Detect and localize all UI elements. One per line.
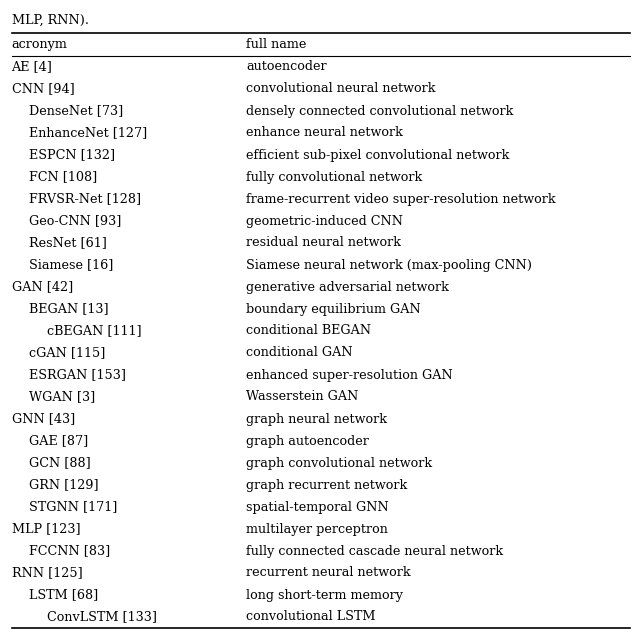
Text: generative adversarial network: generative adversarial network <box>246 281 449 293</box>
Text: autoencoder: autoencoder <box>246 60 327 73</box>
Text: fully connected cascade neural network: fully connected cascade neural network <box>246 544 504 557</box>
Text: graph recurrent network: graph recurrent network <box>246 478 408 492</box>
Text: CNN [94]: CNN [94] <box>12 83 74 96</box>
Text: cGAN [115]: cGAN [115] <box>29 347 106 360</box>
Text: ResNet [61]: ResNet [61] <box>29 236 108 250</box>
Text: boundary equilibrium GAN: boundary equilibrium GAN <box>246 302 421 315</box>
Text: graph convolutional network: graph convolutional network <box>246 456 433 469</box>
Text: graph neural network: graph neural network <box>246 413 387 426</box>
Text: LSTM [68]: LSTM [68] <box>29 589 99 602</box>
Text: spatial-temporal GNN: spatial-temporal GNN <box>246 501 389 514</box>
Text: ESPCN [132]: ESPCN [132] <box>29 148 116 162</box>
Text: full name: full name <box>246 38 307 51</box>
Text: Siamese [16]: Siamese [16] <box>29 259 114 272</box>
Text: enhance neural network: enhance neural network <box>246 126 403 139</box>
Text: geometric-induced CNN: geometric-induced CNN <box>246 214 403 227</box>
Text: convolutional LSTM: convolutional LSTM <box>246 611 376 623</box>
Text: EnhanceNet [127]: EnhanceNet [127] <box>29 126 148 139</box>
Text: GAE [87]: GAE [87] <box>29 435 89 447</box>
Text: STGNN [171]: STGNN [171] <box>29 501 118 514</box>
Text: conditional BEGAN: conditional BEGAN <box>246 324 372 338</box>
Text: enhanced super-resolution GAN: enhanced super-resolution GAN <box>246 369 453 381</box>
Text: MLP, RNN).: MLP, RNN). <box>12 14 88 27</box>
Text: GRN [129]: GRN [129] <box>29 478 99 492</box>
Text: recurrent neural network: recurrent neural network <box>246 566 411 580</box>
Text: cBEGAN [111]: cBEGAN [111] <box>47 324 142 338</box>
Text: convolutional neural network: convolutional neural network <box>246 83 436 96</box>
Text: Wasserstein GAN: Wasserstein GAN <box>246 390 359 404</box>
Text: GAN [42]: GAN [42] <box>12 281 73 293</box>
Text: efficient sub-pixel convolutional network: efficient sub-pixel convolutional networ… <box>246 148 510 162</box>
Text: multilayer perceptron: multilayer perceptron <box>246 523 388 535</box>
Text: ESRGAN [153]: ESRGAN [153] <box>29 369 127 381</box>
Text: residual neural network: residual neural network <box>246 236 401 250</box>
Text: WGAN [3]: WGAN [3] <box>29 390 96 404</box>
Text: AE [4]: AE [4] <box>12 60 52 73</box>
Text: fully convolutional network: fully convolutional network <box>246 171 422 184</box>
Text: DenseNet [73]: DenseNet [73] <box>29 105 124 117</box>
Text: GCN [88]: GCN [88] <box>29 456 91 469</box>
Text: GNN [43]: GNN [43] <box>12 413 75 426</box>
Text: Geo-CNN [93]: Geo-CNN [93] <box>29 214 122 227</box>
Text: FCN [108]: FCN [108] <box>29 171 98 184</box>
Text: BEGAN [13]: BEGAN [13] <box>29 302 109 315</box>
Text: Siamese neural network (max-pooling CNN): Siamese neural network (max-pooling CNN) <box>246 259 532 272</box>
Text: graph autoencoder: graph autoencoder <box>246 435 369 447</box>
Text: FCCNN [83]: FCCNN [83] <box>29 544 111 557</box>
Text: frame-recurrent video super-resolution network: frame-recurrent video super-resolution n… <box>246 193 556 205</box>
Text: RNN [125]: RNN [125] <box>12 566 83 580</box>
Text: conditional GAN: conditional GAN <box>246 347 353 360</box>
Text: acronym: acronym <box>12 38 67 51</box>
Text: ConvLSTM [133]: ConvLSTM [133] <box>47 611 157 623</box>
Text: MLP [123]: MLP [123] <box>12 523 80 535</box>
Text: FRVSR-Net [128]: FRVSR-Net [128] <box>29 193 141 205</box>
Text: long short-term memory: long short-term memory <box>246 589 403 602</box>
Text: densely connected convolutional network: densely connected convolutional network <box>246 105 514 117</box>
